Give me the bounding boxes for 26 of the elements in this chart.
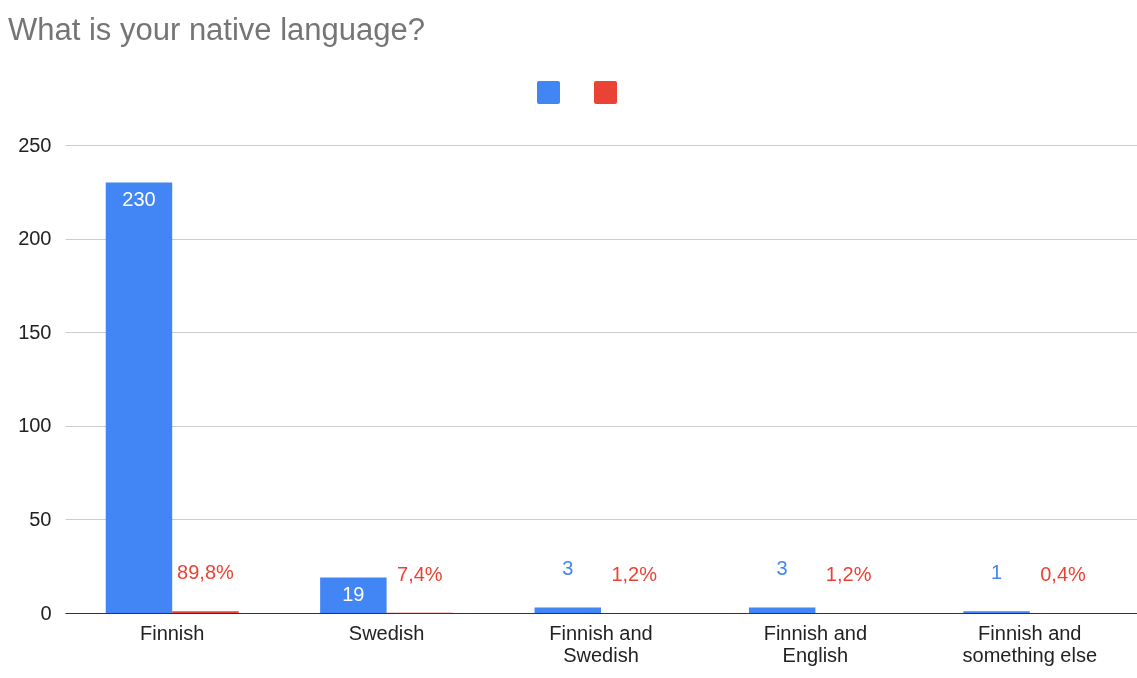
x-tick-label: Finnish and English [763, 621, 868, 666]
y-tick-label: 250 [18, 133, 52, 156]
bar [748, 607, 816, 613]
data-label: 0,4% [1040, 562, 1087, 585]
data-label: 19 [342, 583, 365, 606]
chart-title: What is your native language? [8, 12, 426, 48]
data-label: 1,2% [611, 562, 658, 585]
data-label: 89,8% [177, 561, 234, 584]
data-label: 1 [991, 561, 1003, 584]
x-tick-label: Finnish and Swedish [549, 621, 653, 666]
x-tick-label: Swedish [348, 621, 425, 644]
y-tick-label: 50 [29, 507, 52, 530]
x-tick-label: Finnish [139, 621, 205, 644]
y-tick-label: 150 [18, 320, 52, 343]
data-label: 7,4% [397, 562, 443, 585]
data-label: 230 [122, 188, 156, 211]
y-tick-label: 100 [18, 414, 52, 437]
data-label: 1,2% [825, 562, 872, 585]
data-label: 3 [562, 557, 574, 580]
bar [320, 577, 387, 613]
data-label: 3 [776, 557, 788, 580]
y-tick-label: 200 [18, 227, 52, 250]
y-tick-label: 0 [40, 601, 52, 624]
bar [105, 182, 173, 613]
x-tick-label: Finnish and something else [962, 621, 1098, 666]
bar [534, 607, 601, 613]
